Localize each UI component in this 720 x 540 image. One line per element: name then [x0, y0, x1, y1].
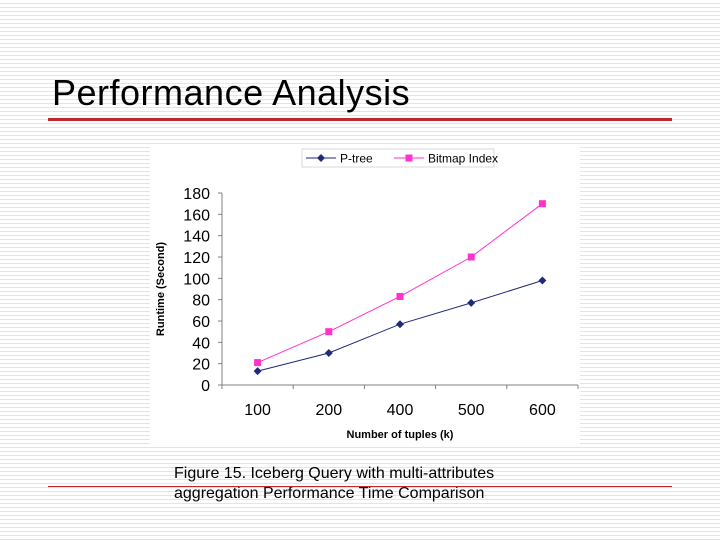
series-bitmap-index — [254, 200, 546, 367]
y-tick-label: 20 — [192, 357, 210, 374]
y-tick-label: 160 — [183, 207, 210, 224]
data-point-p-tree — [538, 276, 547, 285]
data-point-bitmap-index — [254, 359, 262, 367]
x-tick-label: 600 — [529, 402, 556, 419]
caption-line-2: aggregation Performance Time Comparison — [174, 485, 485, 502]
legend-marker-bitmap-index — [405, 154, 413, 162]
data-point-p-tree — [324, 349, 333, 357]
data-point-p-tree — [396, 320, 404, 329]
legend-marker-p-tree — [317, 154, 325, 162]
series-p-tree — [253, 276, 547, 376]
y-tick-label: 180 — [183, 186, 210, 203]
data-point-bitmap-index — [396, 292, 404, 300]
y-axis-label: Runtime (Second) — [155, 242, 167, 336]
chart-panel: P-tree Bitmap Index 0 20 40 60 80 100 120 140 160… — [150, 146, 580, 446]
x-tick-label: 100 — [244, 402, 271, 419]
series-line-bitmap-index — [257, 203, 543, 364]
x-tick-label: 400 — [387, 402, 414, 419]
data-point-p-tree — [253, 367, 262, 376]
y-tick-label: 140 — [183, 229, 210, 246]
data-point-bitmap-index — [325, 328, 333, 336]
y-tick-label: 120 — [183, 250, 210, 267]
x-axis-ticks: 100 200 400 500 600 — [221, 385, 579, 419]
y-tick-label: 80 — [192, 293, 210, 310]
x-tick-label: 500 — [458, 402, 485, 419]
data-point-bitmap-index — [538, 200, 546, 208]
y-tick-label: 100 — [183, 271, 210, 288]
bottom-rule — [48, 486, 672, 487]
legend-label-bitmap-index: Bitmap Index — [428, 152, 498, 166]
slide-title: Performance Analysis — [52, 72, 411, 113]
figure-caption: Figure 15. Iceberg Query with multi-attr… — [174, 464, 594, 504]
legend: P-tree Bitmap Index — [301, 148, 498, 168]
y-axis-ticks: 0 20 40 60 80 100 120 140 160 180 — [183, 186, 222, 395]
y-tick-label: 0 — [201, 378, 210, 395]
legend-label-p-tree: P-tree — [340, 152, 373, 166]
y-tick-label: 40 — [192, 335, 210, 352]
line-chart: P-tree Bitmap Index 0 20 40 60 80 100 120 140 160… — [155, 148, 579, 441]
series-layer — [253, 200, 547, 376]
data-point-bitmap-index — [467, 253, 475, 261]
y-tick-label: 60 — [192, 314, 210, 331]
x-tick-label: 200 — [315, 402, 342, 419]
title-underline — [48, 118, 672, 121]
caption-line-1: Figure 15. Iceberg Query with multi-attr… — [174, 465, 495, 482]
data-point-p-tree — [467, 298, 476, 307]
x-axis-label: Number of tuples (k) — [347, 429, 454, 441]
